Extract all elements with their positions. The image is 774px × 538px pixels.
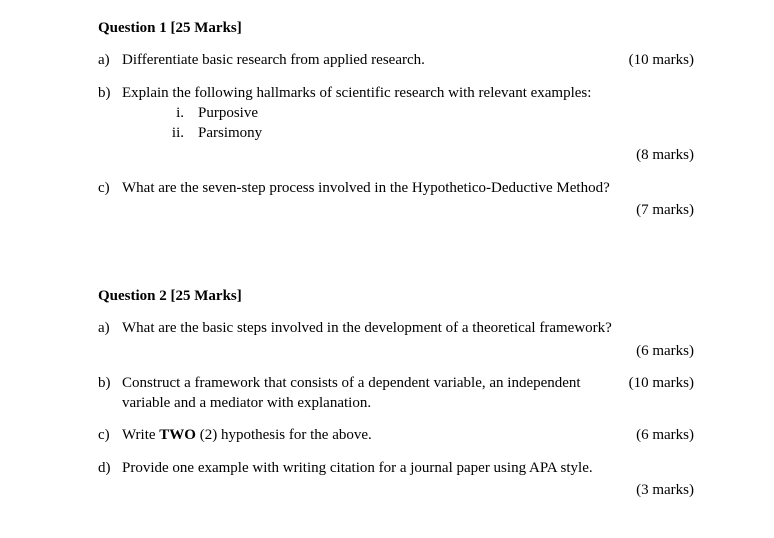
part-letter: c) — [98, 425, 122, 445]
q2a-marks: (6 marks) — [122, 341, 694, 361]
q2d-text: Provide one example with writing citatio… — [122, 458, 694, 478]
part-letter: d) — [98, 458, 122, 501]
roman-numeral: i. — [152, 103, 198, 123]
q1b-text: Explain the following hallmarks of scien… — [122, 83, 694, 103]
q2b-text: Construct a framework that consists of a… — [122, 373, 611, 414]
q1b-i-text: Purposive — [198, 103, 258, 123]
q2d-marks: (3 marks) — [122, 480, 694, 500]
q2b-marks: (10 marks) — [611, 373, 694, 414]
q1a-text: Differentiate basic research from applie… — [122, 50, 611, 70]
part-letter: a) — [98, 50, 122, 70]
roman-numeral: ii. — [152, 123, 198, 143]
q2-part-d: d) Provide one example with writing cita… — [98, 458, 694, 501]
part-letter: a) — [98, 318, 122, 361]
q1b-ii-text: Parsimony — [198, 123, 262, 143]
q1b-marks: (8 marks) — [122, 145, 694, 165]
q2-part-a: a) What are the basic steps involved in … — [98, 318, 694, 361]
part-letter: b) — [98, 373, 122, 414]
q2-header: Question 2 [25 Marks] — [98, 286, 694, 306]
q2a-text: What are the basic steps involved in the… — [122, 318, 694, 338]
q1a-marks: (10 marks) — [611, 50, 694, 70]
section-gap — [98, 232, 694, 286]
part-letter: b) — [98, 83, 122, 166]
q1c-marks: (7 marks) — [122, 200, 694, 220]
q1-part-c: c) What are the seven-step process invol… — [98, 178, 694, 221]
q1-header: Question 1 [25 Marks] — [98, 18, 694, 38]
q1-part-a: a) Differentiate basic research from app… — [98, 50, 694, 70]
q1-part-b: b) Explain the following hallmarks of sc… — [98, 83, 694, 166]
q2-part-c: c) Write TWO (2) hypothesis for the abov… — [98, 425, 694, 445]
exam-page: Question 1 [25 Marks] a) Differentiate b… — [0, 0, 774, 538]
part-letter: c) — [98, 178, 122, 221]
q2c-marks: (6 marks) — [618, 425, 694, 445]
q2c-text: Write TWO (2) hypothesis for the above. — [122, 425, 618, 445]
q2-part-b: b) Construct a framework that consists o… — [98, 373, 694, 414]
q1c-text: What are the seven-step process involved… — [122, 178, 694, 198]
